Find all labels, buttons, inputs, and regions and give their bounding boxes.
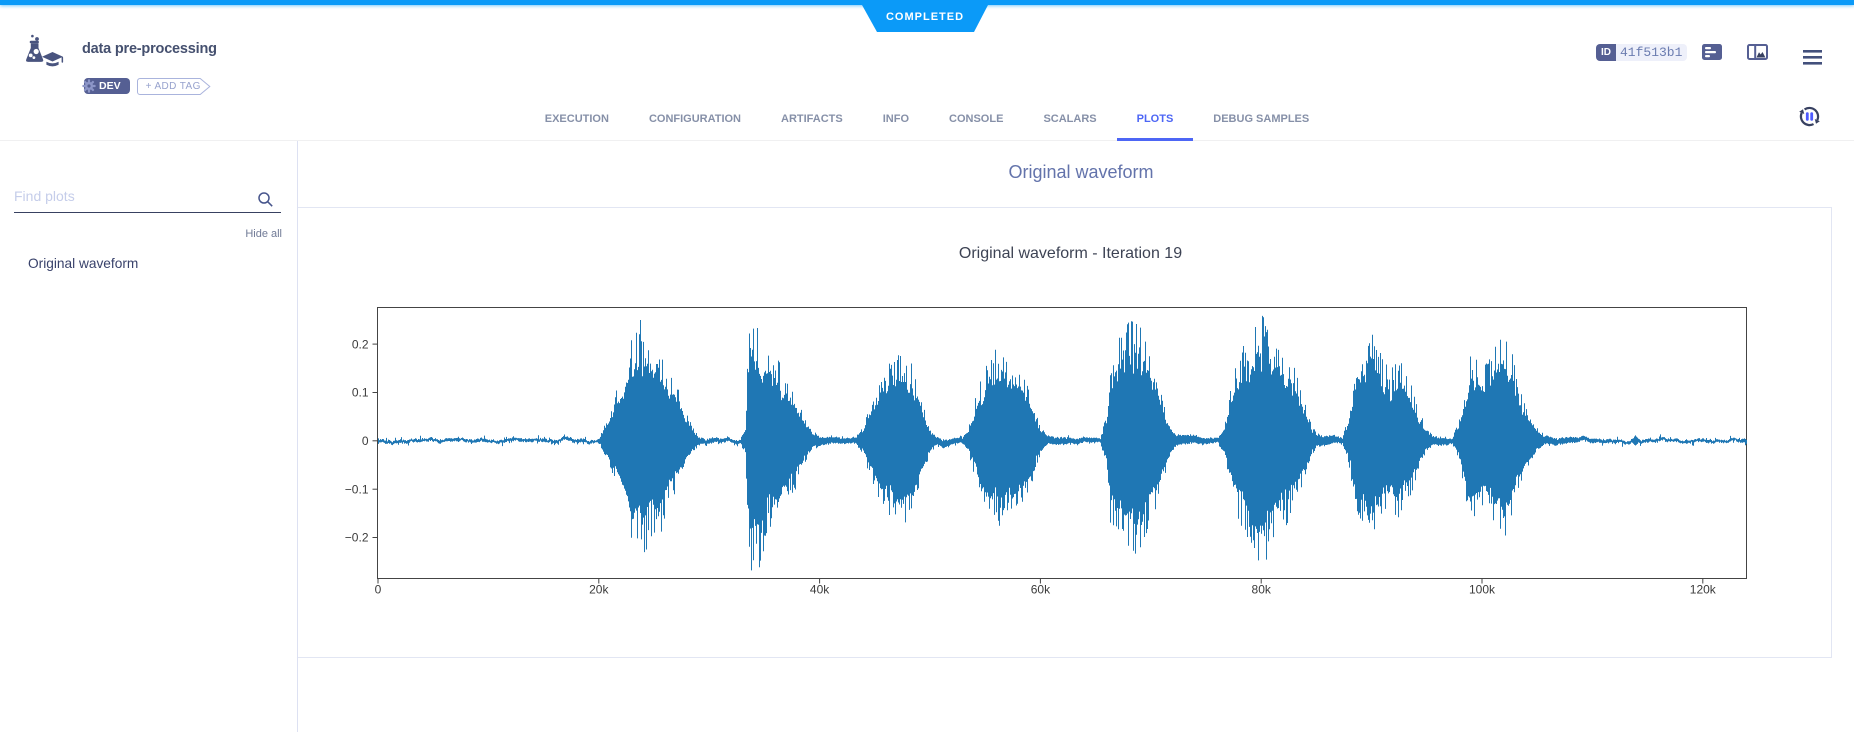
svg-text:60k: 60k: [1031, 583, 1051, 597]
svg-text:0.1: 0.1: [352, 386, 369, 400]
svg-text:20k: 20k: [589, 583, 609, 597]
svg-text:0: 0: [375, 583, 382, 597]
svg-text:0: 0: [362, 434, 369, 448]
svg-text:100k: 100k: [1469, 583, 1496, 597]
svg-text:0.2: 0.2: [352, 337, 369, 351]
svg-text:80k: 80k: [1252, 583, 1272, 597]
svg-text:−0.1: −0.1: [345, 482, 369, 496]
svg-text:40k: 40k: [810, 583, 830, 597]
svg-text:−0.2: −0.2: [345, 531, 369, 545]
svg-text:120k: 120k: [1690, 583, 1717, 597]
